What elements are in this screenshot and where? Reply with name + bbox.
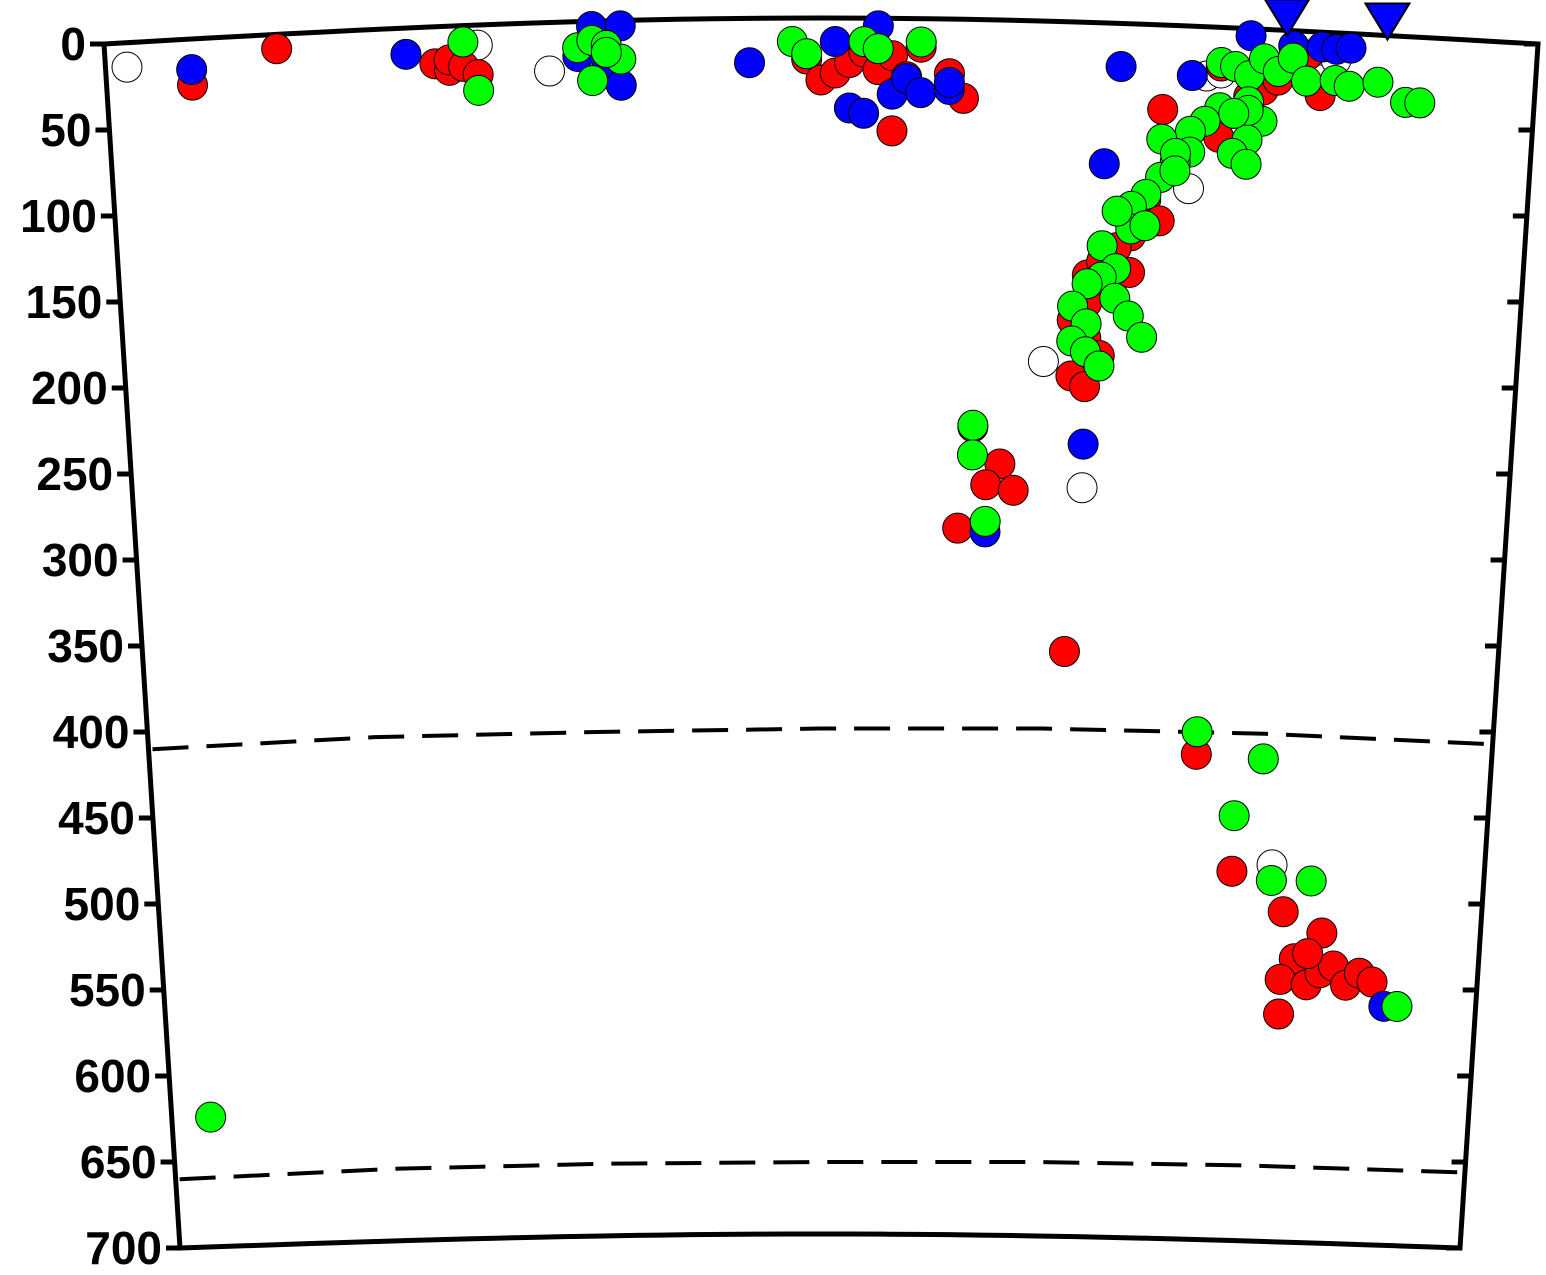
- blue-hypocenter-point: [848, 97, 880, 129]
- red-hypocenter-point: [942, 512, 974, 544]
- red-hypocenter-point: [1216, 855, 1248, 887]
- green-hypocenter-point: [590, 36, 622, 68]
- red-hypocenter-point: [1147, 93, 1179, 125]
- y-tick-label: 200: [31, 362, 108, 414]
- discontinuity-1: [179, 1160, 1459, 1182]
- y-tick-label: 150: [26, 276, 103, 328]
- red-hypocenter-point: [876, 115, 908, 147]
- y-tick-label: 250: [36, 448, 113, 500]
- green-hypocenter-point: [791, 38, 823, 70]
- green-hypocenter-point: [1333, 70, 1365, 102]
- blue-hypocenter-point: [1105, 51, 1137, 83]
- green-hypocenter-point: [1181, 716, 1213, 748]
- y-tick-label: 700: [85, 1222, 162, 1274]
- green-hypocenter-point: [1129, 210, 1161, 242]
- blue-hypocenter-point: [176, 54, 208, 86]
- hypocenter-points: [111, 10, 1436, 1133]
- green-hypocenter-point: [1381, 990, 1413, 1022]
- red-hypocenter-point: [1263, 998, 1295, 1030]
- y-tick-label: 650: [80, 1136, 157, 1188]
- green-hypocenter-point: [577, 65, 609, 97]
- blue-hypocenter-point: [1088, 148, 1120, 180]
- plot-frame: [101, 15, 1541, 1251]
- green-hypocenter-point: [1218, 97, 1250, 129]
- chart-frame: [101, 15, 1541, 1251]
- y-tick-label: 100: [20, 190, 97, 242]
- blue-hypocenter-point: [933, 66, 965, 98]
- green-hypocenter-point: [1218, 800, 1250, 832]
- blue-hypocenter-point: [605, 69, 637, 101]
- y-tick-label: 600: [74, 1050, 151, 1102]
- green-hypocenter-point: [1362, 66, 1394, 98]
- white-hypocenter-point: [1066, 472, 1098, 504]
- green-hypocenter-point: [1255, 864, 1287, 896]
- green-hypocenter-point: [1086, 230, 1118, 262]
- discontinuity-0: [152, 726, 1487, 752]
- y-tick-label: 500: [64, 878, 141, 930]
- green-hypocenter-point: [1404, 87, 1436, 119]
- green-hypocenter-point: [956, 439, 988, 471]
- green-hypocenter-point: [969, 505, 1001, 537]
- y-axis: 0 50 100 150 200 250 300 350 400 450 500 550 600 650 7…: [20, 18, 1538, 1274]
- blue-hypocenter-point: [734, 47, 766, 79]
- y-tick-label: 450: [58, 792, 135, 844]
- green-hypocenter-point: [1083, 350, 1115, 382]
- green-hypocenter-point: [1295, 865, 1327, 897]
- green-hypocenter-point: [1159, 155, 1191, 187]
- y-tick-label: 50: [40, 104, 91, 156]
- blue-hypocenter-point: [1235, 20, 1267, 52]
- green-hypocenter-point: [957, 409, 989, 441]
- station-icon: [1264, 0, 1310, 38]
- green-hypocenter-point: [195, 1101, 227, 1133]
- white-hypocenter-point: [111, 51, 143, 83]
- green-hypocenter-point: [1101, 195, 1133, 227]
- red-hypocenter-point: [261, 33, 293, 65]
- green-hypocenter-point: [1277, 42, 1309, 74]
- white-hypocenter-point: [534, 55, 566, 87]
- y-tick-label: 350: [47, 620, 124, 672]
- blue-hypocenter-point: [390, 38, 422, 70]
- red-hypocenter-point: [1267, 896, 1299, 928]
- stations: [1264, 0, 1412, 42]
- green-hypocenter-point: [1126, 321, 1158, 353]
- green-hypocenter-point: [1230, 148, 1262, 180]
- green-hypocenter-point: [1071, 268, 1103, 300]
- blue-hypocenter-point: [819, 25, 851, 57]
- green-hypocenter-point: [1247, 743, 1279, 775]
- y-tick-label: 550: [69, 964, 146, 1016]
- green-hypocenter-point: [862, 33, 894, 65]
- red-hypocenter-point: [1292, 938, 1324, 970]
- blue-hypocenter-point: [1176, 60, 1208, 92]
- green-hypocenter-point: [1291, 65, 1323, 97]
- y-tick-label: 0: [60, 18, 86, 70]
- green-hypocenter-point: [463, 74, 495, 106]
- red-hypocenter-point: [997, 474, 1029, 506]
- y-tick-label: 300: [42, 534, 119, 586]
- red-hypocenter-point: [1048, 636, 1080, 668]
- discontinuity-lines: [152, 726, 1487, 1182]
- station-icon: [1363, 2, 1412, 42]
- y-tick-label: 400: [53, 706, 130, 758]
- blue-hypocenter-point: [905, 77, 937, 109]
- green-hypocenter-point: [447, 26, 479, 58]
- blue-hypocenter-point: [1067, 428, 1099, 460]
- green-hypocenter-point: [905, 26, 937, 58]
- red-hypocenter-point: [1264, 963, 1296, 995]
- white-hypocenter-point: [1027, 346, 1059, 378]
- red-hypocenter-point: [970, 469, 1002, 501]
- blue-hypocenter-point: [1335, 32, 1367, 64]
